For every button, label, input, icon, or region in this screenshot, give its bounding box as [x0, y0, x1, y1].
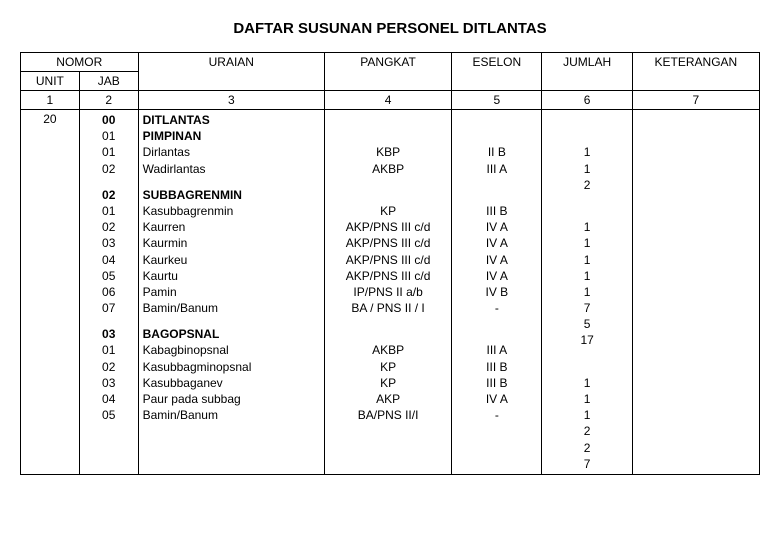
page-title: DAFTAR SUSUNAN PERSONEL DITLANTAS: [20, 20, 760, 37]
header-jab: JAB: [79, 72, 138, 91]
unit-cell: 20: [21, 110, 80, 475]
jab-cell: 000101020201020304050607030102030405: [79, 110, 138, 475]
personnel-table: NOMOR URAIAN PANGKAT ESELON JUMLAH KETER…: [20, 52, 760, 475]
jumlah-cell: 112 111117517 111227: [542, 110, 632, 475]
header-uraian: URAIAN: [138, 53, 324, 91]
number-row: 1 2 3 4 5 6 7: [21, 91, 760, 110]
pangkat-cell: KBPAKBP KPAKP/PNS III c/dAKP/PNS III c/d…: [324, 110, 451, 475]
header-eselon: ESELON: [452, 53, 542, 91]
header-unit: UNIT: [21, 72, 80, 91]
table-row: 20 000101020201020304050607030102030405 …: [21, 110, 760, 475]
header-pangkat: PANGKAT: [324, 53, 451, 91]
num-ket: 7: [632, 91, 759, 110]
num-pangkat: 4: [324, 91, 451, 110]
header-keterangan: KETERANGAN: [632, 53, 759, 91]
uraian-cell: DITLANTASPIMPINANDirlantasWadirlantasSUB…: [138, 110, 324, 475]
header-nomor: NOMOR: [21, 53, 139, 72]
num-unit: 1: [21, 91, 80, 110]
num-jab: 2: [79, 91, 138, 110]
eselon-cell: II BIII A III BIV AIV AIV AIV AIV B- III…: [452, 110, 542, 475]
ket-cell: [632, 110, 759, 475]
num-uraian: 3: [138, 91, 324, 110]
header-jumlah: JUMLAH: [542, 53, 632, 91]
num-eselon: 5: [452, 91, 542, 110]
num-jumlah: 6: [542, 91, 632, 110]
